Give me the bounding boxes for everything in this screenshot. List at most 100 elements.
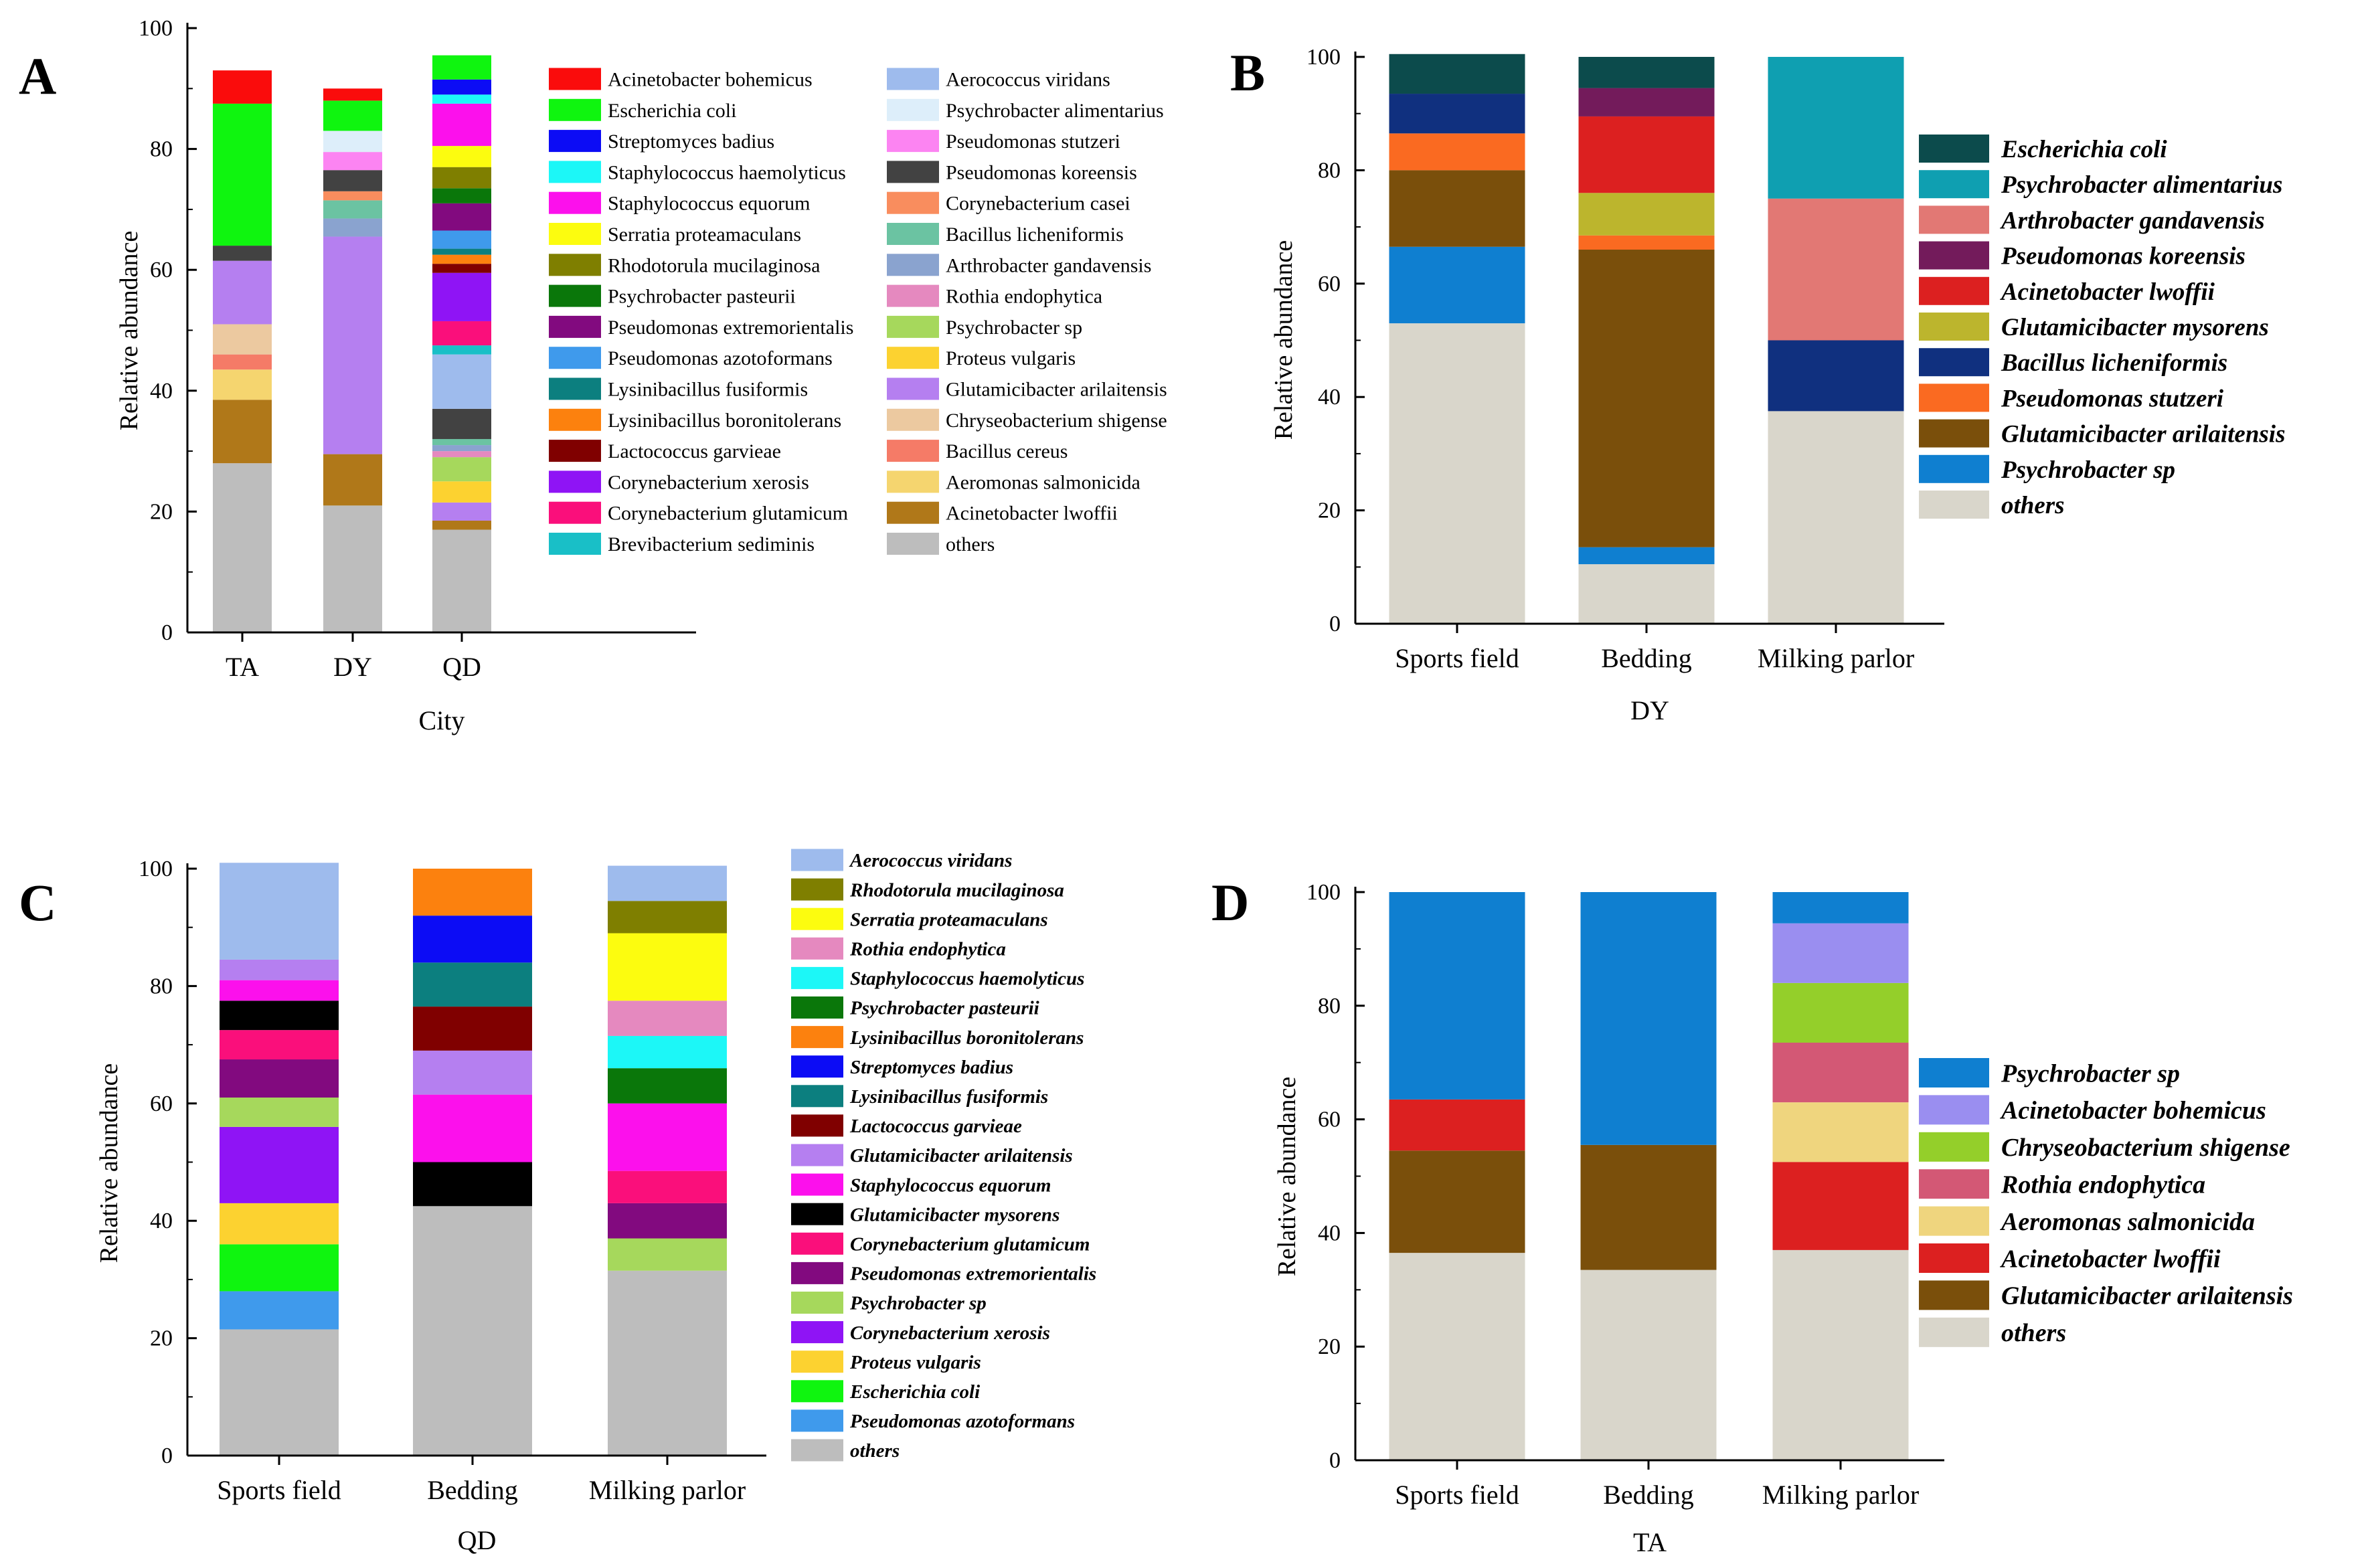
legend-swatch <box>791 1409 843 1432</box>
bar-segment <box>213 463 272 632</box>
bar-segment <box>323 218 382 237</box>
legend-label: Bacillus cereus <box>946 440 1068 462</box>
legend-label: Glutamicibacter mysorens <box>2001 314 2269 341</box>
legend-swatch <box>791 937 843 960</box>
panel-letter: D <box>1211 873 1249 932</box>
y-axis-label: Relative abundance <box>95 1063 123 1264</box>
bar-segment <box>1389 54 1525 94</box>
legend-swatch <box>549 284 601 307</box>
bar-segment <box>1578 249 1715 547</box>
legend-label: Acinetobacter lwoffii <box>2000 1245 2221 1273</box>
bar-segment <box>220 1030 339 1060</box>
bar-segment <box>323 100 382 131</box>
legend-swatch <box>887 377 939 400</box>
bar-segment <box>323 200 382 219</box>
y-tick-label: 40 <box>150 379 173 404</box>
legend-label: Glutamicibacter arilaitensis <box>2001 421 2286 448</box>
bar-segment <box>432 445 491 452</box>
bar-segment <box>432 529 491 632</box>
legend-label: Lactococcus garvieae <box>849 1116 1022 1137</box>
legend-swatch <box>1919 1132 1989 1162</box>
bar-segment <box>432 408 491 440</box>
bar-segment <box>220 1329 339 1456</box>
bar-segment <box>432 103 491 147</box>
legend-swatch <box>887 68 939 90</box>
legend-swatch <box>887 130 939 153</box>
x-axis-label: TA <box>1633 1527 1667 1557</box>
y-axis-label: Relative abundance <box>115 231 143 431</box>
legend-swatch <box>1919 348 1989 377</box>
bar-segment <box>413 1007 532 1051</box>
legend-swatch <box>887 408 939 431</box>
legend-label: Proteus vulgaris <box>849 1352 981 1373</box>
bar-segment <box>608 933 727 1001</box>
legend-swatch <box>791 996 843 1019</box>
x-axis-label: City <box>419 705 465 735</box>
x-tick-label: Sports field <box>217 1475 341 1505</box>
legend-swatch <box>549 501 601 524</box>
bar-segment <box>1389 1099 1525 1151</box>
legend-label: Psychrobacter sp <box>2001 456 2175 484</box>
legend-label: Corynebacterium xerosis <box>850 1322 1050 1344</box>
bar-segment <box>432 345 491 355</box>
bar-segment <box>432 230 491 249</box>
y-tick-label: 80 <box>150 974 173 998</box>
x-axis-label: QD <box>458 1525 497 1555</box>
y-tick-label: 20 <box>1318 499 1341 523</box>
legend-label: Acinetobacter bohemicus <box>2000 1097 2266 1125</box>
bar-segment <box>1389 323 1525 624</box>
x-tick-label: Bedding <box>1601 643 1692 673</box>
bar-segment <box>1768 340 1904 412</box>
bar-segment <box>220 1059 339 1098</box>
legend-swatch <box>1919 1280 1989 1310</box>
legend-label: Rothia endophytica <box>849 938 1006 960</box>
bar-segment <box>432 457 491 482</box>
legend-swatch <box>791 1232 843 1255</box>
legend-swatch <box>549 347 601 369</box>
y-axis-label: Relative abundance <box>1270 240 1298 440</box>
y-tick-label: 80 <box>150 137 173 162</box>
legend-swatch <box>791 1261 843 1284</box>
legend-label: Rhodotorula mucilaginosa <box>849 879 1064 901</box>
y-tick-label: 60 <box>1318 272 1341 296</box>
bar-segment <box>608 865 727 901</box>
bar-segment <box>1768 57 1904 199</box>
y-tick-label: 40 <box>150 1209 173 1233</box>
bar-segment <box>323 236 382 454</box>
legend-swatch <box>791 849 843 871</box>
legend-swatch <box>791 1380 843 1403</box>
legend-label: Arthrobacter gandavensis <box>2000 207 2265 234</box>
legend-swatch <box>887 470 939 493</box>
legend-swatch <box>1919 1058 1989 1087</box>
legend-label: Arthrobacter gandavensis <box>946 254 1151 276</box>
y-tick-label: 60 <box>150 1092 173 1116</box>
bar-segment <box>432 439 491 446</box>
legend-swatch <box>887 223 939 245</box>
legend-swatch <box>549 223 601 245</box>
bar-segment <box>323 88 382 101</box>
x-tick-label: QD <box>442 652 481 682</box>
legend-swatch <box>549 470 601 493</box>
bar-segment <box>413 1162 532 1207</box>
bar-segment <box>1578 116 1715 193</box>
legend-label: Pseudomonas extremorientalis <box>608 317 853 339</box>
bar-segment <box>608 1238 727 1271</box>
legend-swatch <box>549 130 601 153</box>
legend-swatch <box>1919 491 1989 519</box>
bar-segment <box>1578 57 1715 88</box>
legend-label: Rothia endophytica <box>2001 1171 2205 1199</box>
legend: Escherichia coli Psychrobacter alimentari… <box>1919 135 2286 519</box>
bar-segment <box>608 901 727 934</box>
legend-swatch <box>1919 383 1989 412</box>
x-tick-label: DY <box>333 652 372 682</box>
legend-swatch <box>791 1055 843 1078</box>
bar-segment <box>220 980 339 1001</box>
bar-segment <box>1580 1144 1717 1270</box>
bar-segment <box>432 94 491 104</box>
x-tick-label: Sports field <box>1395 1480 1519 1510</box>
legend-swatch <box>1919 1243 1989 1273</box>
legend-label: Brevibacterium sediminis <box>608 533 815 555</box>
legend-label: Corynebacterium xerosis <box>608 471 809 493</box>
y-tick-label: 100 <box>139 16 173 41</box>
bar-segment <box>413 1094 532 1162</box>
